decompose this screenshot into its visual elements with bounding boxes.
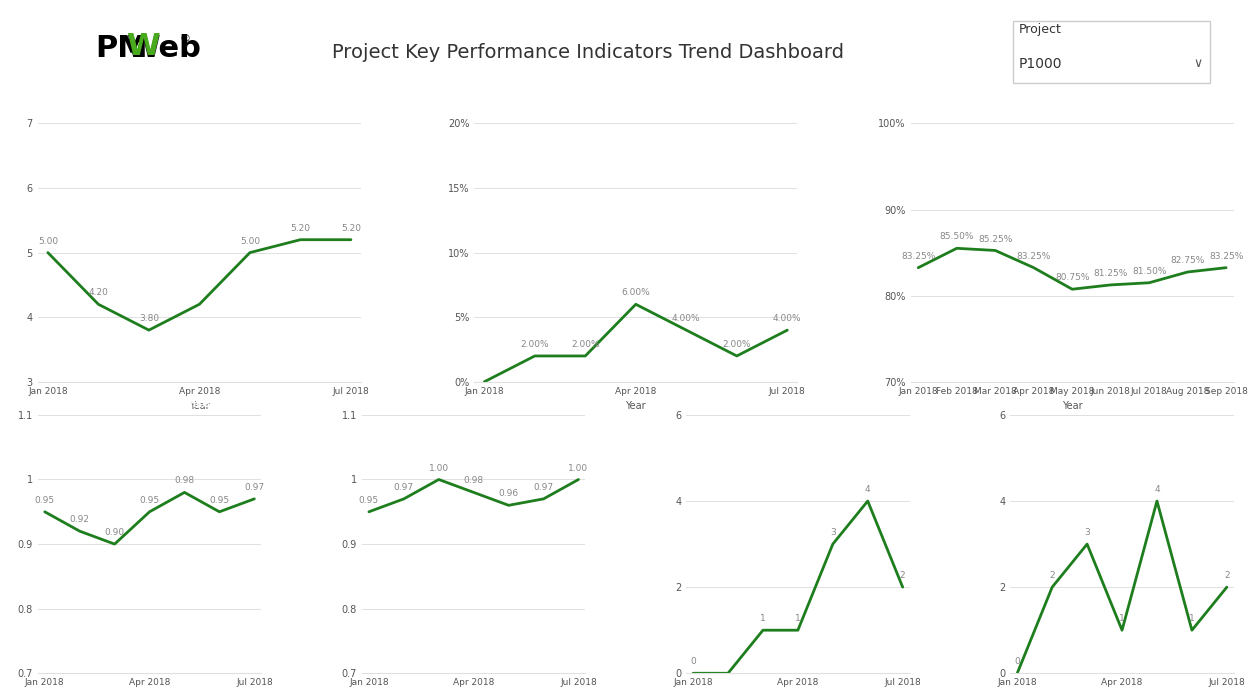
Text: 0.95: 0.95: [35, 496, 55, 505]
Text: 83.25%: 83.25%: [901, 251, 935, 261]
Text: 83.25%: 83.25%: [1016, 251, 1051, 261]
Text: 2.00%: 2.00%: [520, 340, 549, 349]
Text: 4.00%: 4.00%: [672, 314, 700, 323]
Text: 5.20: 5.20: [291, 224, 311, 233]
Text: Project: Project: [1019, 23, 1061, 36]
Text: 82.75%: 82.75%: [1171, 256, 1205, 265]
Text: 85.50%: 85.50%: [939, 232, 974, 241]
Text: 0.95: 0.95: [140, 496, 160, 505]
Text: 85.25%: 85.25%: [978, 234, 1012, 243]
X-axis label: Year: Year: [626, 401, 646, 412]
Text: 0: 0: [1015, 657, 1020, 666]
Text: Project Completion Date: Project Completion Date: [564, 107, 708, 117]
Text: 2.00%: 2.00%: [572, 340, 599, 349]
Text: 4: 4: [1155, 485, 1160, 494]
FancyBboxPatch shape: [1012, 21, 1210, 82]
Text: 2.00%: 2.00%: [723, 340, 752, 349]
Text: 1.00: 1.00: [429, 464, 449, 473]
Text: Cost Predictability Index: Cost Predictability Index: [402, 398, 546, 409]
Text: Issues: Issues: [1104, 398, 1141, 409]
Text: 1: 1: [1119, 614, 1124, 623]
Text: 2: 2: [900, 571, 905, 581]
Text: Cost: Budget Performance Index: Cost: Budget Performance Index: [54, 398, 246, 409]
Text: 4.00%: 4.00%: [773, 314, 802, 323]
Text: 1: 1: [760, 614, 765, 623]
Text: 6.00%: 6.00%: [622, 289, 650, 297]
Text: 0.90: 0.90: [104, 528, 125, 537]
Text: 0.96: 0.96: [499, 489, 519, 498]
Text: 0.98: 0.98: [463, 477, 483, 486]
X-axis label: Year: Year: [1061, 401, 1083, 412]
Text: 4.20: 4.20: [88, 289, 108, 297]
Text: 3: 3: [830, 528, 836, 537]
Text: 0.92: 0.92: [69, 515, 89, 524]
Text: NCR: NCR: [786, 398, 810, 409]
Text: 0.97: 0.97: [534, 483, 554, 492]
Text: 5.20: 5.20: [341, 224, 361, 233]
Text: W: W: [126, 32, 160, 61]
Text: 0.98: 0.98: [175, 477, 195, 486]
Text: 81.25%: 81.25%: [1094, 269, 1128, 278]
Text: 0.95: 0.95: [359, 496, 379, 505]
Text: 0.97: 0.97: [244, 483, 264, 492]
Text: PM: PM: [96, 34, 147, 63]
Text: ∨: ∨: [1194, 57, 1202, 70]
Text: 3: 3: [1084, 528, 1090, 537]
Text: 2: 2: [1049, 571, 1055, 581]
Text: 83.25%: 83.25%: [1209, 251, 1244, 261]
Text: 0.95: 0.95: [209, 496, 229, 505]
Text: 2: 2: [1224, 571, 1230, 581]
Text: Web: Web: [126, 34, 200, 63]
Text: Lost time injury frequency rates (LTIFR): Lost time injury frequency rates (LTIFR): [82, 107, 316, 117]
Text: 81.50%: 81.50%: [1132, 267, 1166, 275]
Text: 5.00: 5.00: [38, 236, 58, 246]
Text: Project Key Performance Indicators Trend Dashboard: Project Key Performance Indicators Trend…: [332, 43, 844, 62]
Text: 0: 0: [690, 657, 696, 666]
Text: Project Performance Index: Project Performance Index: [993, 107, 1151, 117]
Text: ®: ®: [179, 34, 190, 44]
Text: 1.00: 1.00: [569, 464, 588, 473]
Text: 1: 1: [794, 614, 801, 623]
Text: P1000: P1000: [1019, 56, 1063, 71]
X-axis label: Year: Year: [189, 401, 210, 412]
Text: 1: 1: [1188, 614, 1195, 623]
Text: 4: 4: [865, 485, 870, 494]
Text: 80.75%: 80.75%: [1055, 273, 1089, 282]
Text: 5.00: 5.00: [240, 236, 259, 246]
Text: 3.80: 3.80: [138, 314, 159, 323]
Text: 0.97: 0.97: [394, 483, 414, 492]
